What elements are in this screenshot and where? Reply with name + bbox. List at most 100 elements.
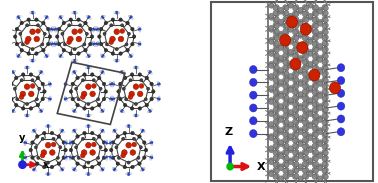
Circle shape: [64, 83, 67, 86]
Circle shape: [69, 18, 73, 21]
Circle shape: [121, 153, 125, 158]
Circle shape: [104, 90, 107, 93]
Circle shape: [28, 67, 30, 69]
Circle shape: [279, 21, 284, 26]
Circle shape: [99, 42, 103, 46]
Circle shape: [73, 168, 76, 171]
Circle shape: [73, 11, 76, 14]
Circle shape: [50, 42, 53, 46]
Circle shape: [126, 48, 129, 52]
Circle shape: [284, 78, 289, 83]
Circle shape: [312, 47, 317, 52]
Circle shape: [25, 140, 27, 142]
Circle shape: [302, 41, 307, 46]
Circle shape: [304, 150, 309, 155]
Circle shape: [123, 70, 125, 72]
Text: X: X: [257, 162, 265, 171]
Circle shape: [112, 96, 114, 98]
Circle shape: [273, 78, 278, 83]
Circle shape: [135, 66, 138, 69]
Circle shape: [302, 89, 307, 94]
Circle shape: [138, 26, 139, 28]
Circle shape: [137, 156, 140, 159]
Circle shape: [284, 18, 289, 23]
Circle shape: [322, 156, 327, 161]
Circle shape: [269, 75, 274, 81]
Circle shape: [288, 172, 293, 177]
Circle shape: [274, 48, 279, 53]
Circle shape: [298, 67, 303, 72]
Circle shape: [293, 18, 297, 23]
Circle shape: [125, 173, 127, 175]
Circle shape: [129, 79, 132, 82]
Circle shape: [294, 60, 299, 65]
Circle shape: [132, 54, 133, 56]
Circle shape: [312, 66, 317, 71]
Circle shape: [273, 6, 278, 11]
Circle shape: [318, 69, 322, 74]
Circle shape: [125, 125, 127, 127]
Circle shape: [312, 138, 317, 143]
Circle shape: [302, 113, 307, 118]
Circle shape: [61, 56, 64, 58]
Circle shape: [283, 173, 288, 178]
Circle shape: [8, 28, 11, 31]
Circle shape: [71, 12, 74, 14]
Circle shape: [308, 99, 313, 104]
Circle shape: [274, 137, 279, 142]
Circle shape: [87, 55, 90, 58]
Circle shape: [288, 158, 293, 163]
Circle shape: [304, 174, 309, 179]
Circle shape: [298, 43, 303, 48]
Circle shape: [298, 45, 303, 50]
Circle shape: [35, 18, 38, 21]
Circle shape: [19, 32, 22, 35]
Circle shape: [29, 107, 33, 110]
Circle shape: [140, 129, 142, 131]
Circle shape: [20, 79, 23, 82]
Circle shape: [84, 21, 87, 25]
Circle shape: [322, 137, 327, 142]
Circle shape: [274, 113, 279, 118]
Circle shape: [28, 114, 30, 116]
Circle shape: [14, 76, 18, 80]
Circle shape: [41, 97, 45, 101]
Circle shape: [322, 120, 327, 125]
Circle shape: [293, 11, 297, 16]
Circle shape: [98, 103, 101, 107]
Circle shape: [113, 81, 115, 83]
Circle shape: [274, 41, 279, 46]
Circle shape: [141, 129, 144, 132]
Circle shape: [269, 136, 274, 141]
Circle shape: [70, 144, 72, 146]
Circle shape: [129, 16, 132, 19]
Circle shape: [308, 146, 313, 151]
Circle shape: [294, 36, 299, 41]
Circle shape: [29, 12, 31, 14]
Circle shape: [75, 129, 77, 131]
Circle shape: [284, 23, 289, 28]
Circle shape: [121, 24, 124, 27]
Circle shape: [150, 140, 152, 142]
Circle shape: [314, 132, 319, 137]
Circle shape: [294, 72, 299, 77]
Circle shape: [312, 126, 317, 131]
Circle shape: [31, 79, 34, 82]
Circle shape: [3, 83, 6, 86]
Circle shape: [21, 43, 24, 46]
Circle shape: [324, 167, 328, 172]
Circle shape: [104, 141, 107, 144]
Circle shape: [324, 114, 328, 119]
Circle shape: [298, 21, 303, 26]
Circle shape: [81, 150, 87, 155]
Circle shape: [115, 48, 118, 51]
Circle shape: [98, 162, 101, 165]
Circle shape: [273, 150, 278, 155]
Circle shape: [69, 156, 73, 159]
Circle shape: [283, 120, 288, 125]
Circle shape: [149, 109, 152, 113]
Circle shape: [127, 124, 130, 128]
Circle shape: [93, 30, 94, 32]
Circle shape: [308, 85, 313, 91]
Circle shape: [293, 155, 297, 160]
